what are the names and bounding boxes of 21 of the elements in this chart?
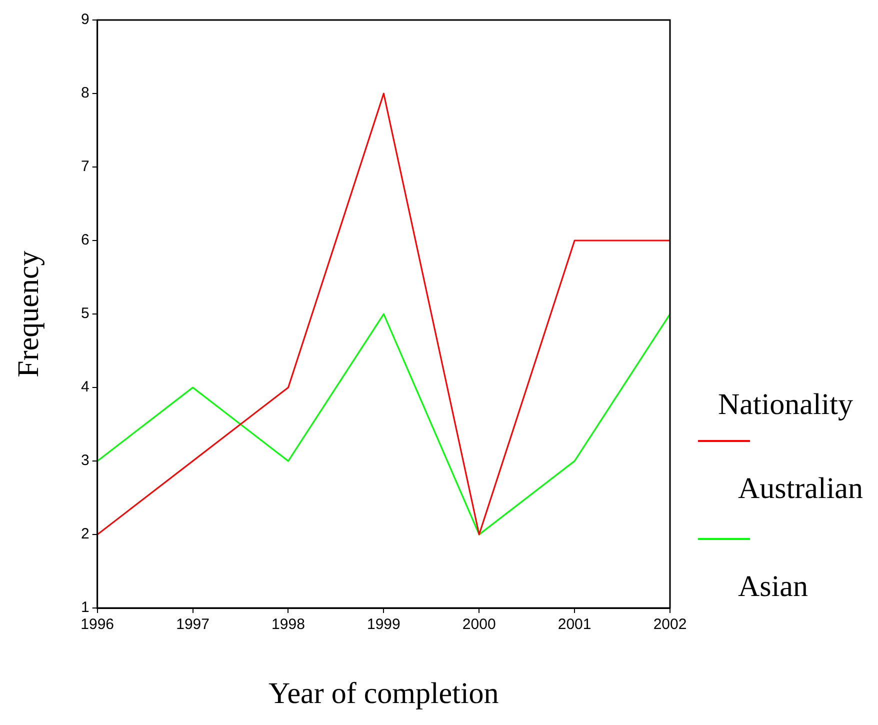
y-tick-label: 2: [81, 526, 90, 543]
y-tick-label: 7: [81, 158, 90, 176]
x-axis-title: Year of completion: [268, 676, 499, 710]
x-tick-label: 2001: [558, 616, 592, 634]
y-axis-title: Frequency: [12, 250, 45, 378]
x-tick-label: 1996: [80, 616, 114, 634]
legend-label: Australian: [738, 472, 863, 507]
y-tick-label: 9: [81, 11, 90, 28]
legend-title: Nationality: [718, 388, 854, 423]
y-tick-label: 1: [81, 599, 90, 616]
y-tick-label: 6: [81, 232, 90, 249]
x-tick-label: 2000: [462, 616, 496, 634]
y-tick-label: 3: [81, 452, 90, 470]
legend-label: Asian: [738, 570, 809, 605]
y-tick-label: 8: [81, 84, 90, 102]
x-tick-label: 1998: [272, 616, 305, 634]
x-tick-label: 1999: [366, 616, 400, 634]
x-tick-label: 1997: [176, 616, 210, 634]
y-tick-label: 4: [81, 378, 90, 396]
x-tick-label: 2002: [653, 616, 687, 634]
y-tick-label: 5: [81, 305, 90, 322]
